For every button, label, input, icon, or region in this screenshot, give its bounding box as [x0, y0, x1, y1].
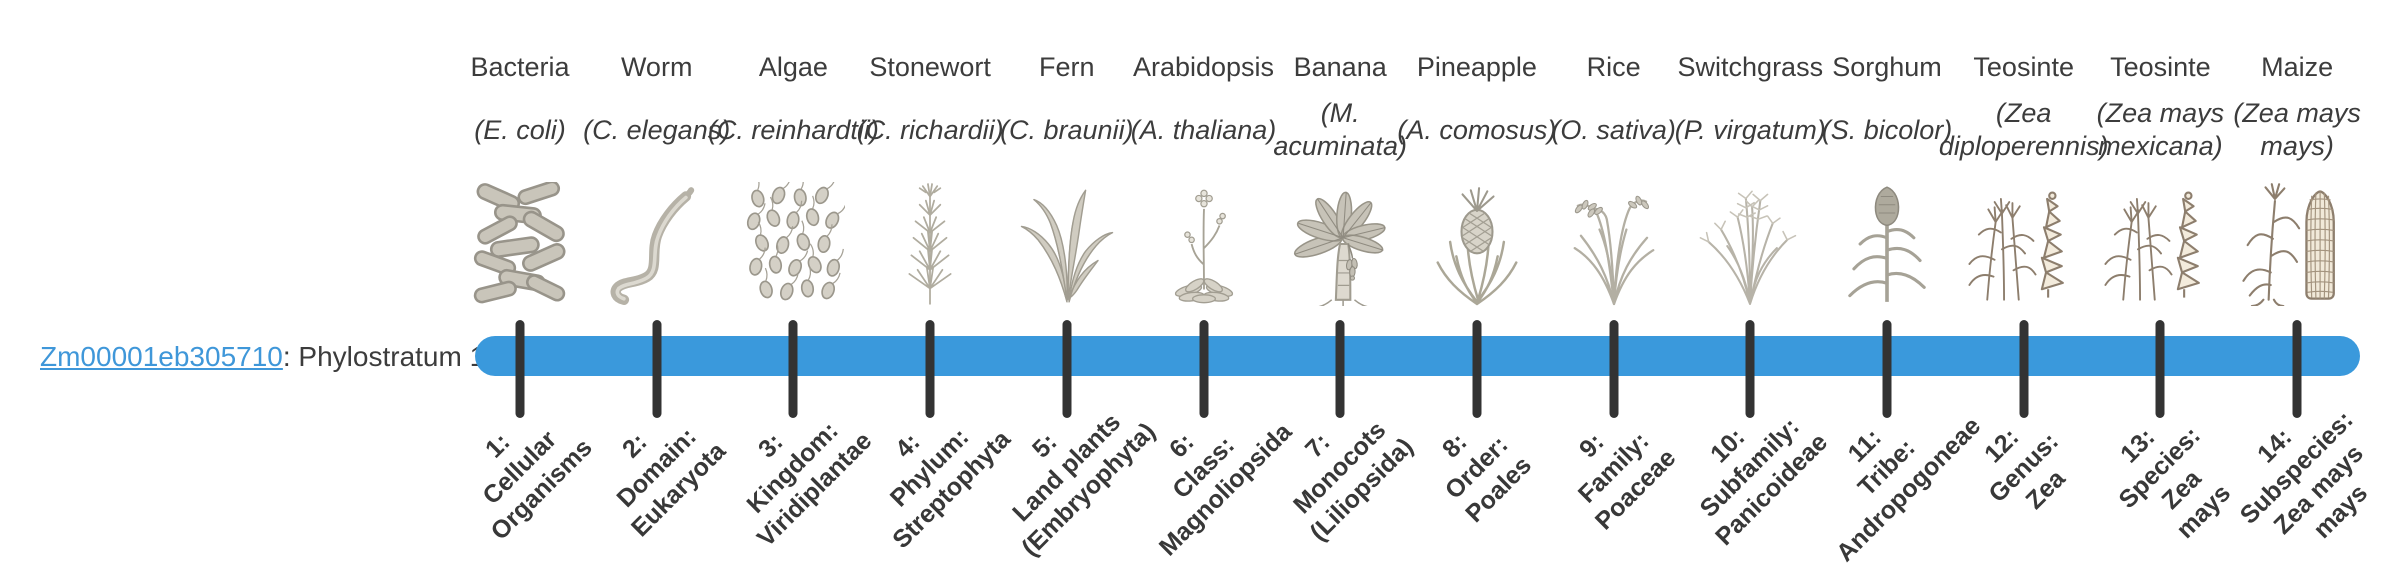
organism-species: (C. elegans)	[583, 114, 731, 145]
organism-name: Worm	[620, 52, 693, 82]
phylostratum-label-wrap-3: 3: Kingdom: Viridiplantae	[719, 417, 878, 553]
phylostratum-tick-9	[1609, 320, 1619, 418]
organism-name: Teosinte	[2110, 52, 2211, 82]
stonewort-icon	[908, 183, 952, 305]
teosinte-icon	[2104, 191, 2201, 301]
organism-name: Teosinte	[1973, 52, 2074, 82]
organism-name: Switchgrass	[1677, 52, 1824, 82]
arabidopsis-icon	[1174, 189, 1233, 304]
algae-icon	[745, 182, 846, 302]
organism-name: Arabidopsis	[1132, 52, 1275, 82]
arabidopsis-icon	[1138, 180, 1270, 306]
rice-icon	[1573, 195, 1654, 306]
organism-species: (E. coli)	[474, 114, 566, 145]
organism-species: (C. richardii)	[856, 114, 1004, 145]
switchgrass-icon	[1684, 180, 1816, 306]
worm-icon	[610, 187, 694, 305]
switchgrass-icon	[1699, 190, 1797, 305]
algae-icon	[727, 180, 859, 306]
banana-icon	[1274, 180, 1406, 306]
phylostratum-tick-12	[2019, 320, 2029, 418]
organism-species: (P. virgatum)	[1674, 114, 1826, 145]
organism-name: Banana	[1293, 52, 1387, 82]
organism-name: Sorghum	[1832, 52, 1942, 82]
phylostratum-tick-3	[788, 320, 798, 418]
phylostratum-tick-14	[2292, 320, 2302, 418]
phylostratum-label-9: 9: Family: Poaceae	[1572, 426, 1681, 536]
pineapple-icon	[1411, 180, 1543, 306]
phylostratum-label-wrap-1: 1: Cellular Organisms	[455, 422, 597, 545]
pineapple-icon	[1436, 187, 1518, 306]
organism-name: Rice	[1586, 52, 1641, 82]
phylostratum-label-wrap-6: 6: Class: Magnoliopsida	[1116, 418, 1297, 562]
organism-name: Stonewort	[869, 52, 991, 82]
phylostratum-label-7: 7: Monocots (Liliopsida)	[1288, 416, 1419, 547]
phylostratum-text: : Phylostratum 1	[282, 341, 486, 372]
teosinte-icon	[1968, 191, 2064, 301]
organism-species: (A. comosus)	[1397, 114, 1557, 145]
organism-species: (Zea mays mexicana)	[2096, 98, 2225, 161]
phylostratum-label-wrap-7: 7: Monocots (Liliopsida)	[1274, 416, 1419, 547]
fern-icon	[1020, 189, 1113, 303]
phylostratum-label-14: 14: Subspecies: Zea mays mays	[2234, 405, 2374, 544]
phylostratum-tick-7	[1335, 320, 1345, 418]
phylostratum-tick-8	[1472, 320, 1482, 418]
phylostratum-label-1: 1: Cellular Organisms	[477, 425, 598, 546]
phylostratum-tick-2	[652, 320, 662, 418]
gene-label: Zm00001eb305710: Phylostratum 1	[40, 340, 485, 374]
phylostratum-label-wrap-12: 12: Genus: Zea	[1979, 422, 2071, 515]
sorghum-icon	[1848, 186, 1926, 302]
teosinte-icon	[2094, 180, 2226, 306]
banana-icon	[1294, 191, 1386, 306]
organism-species: (M. acuminata)	[1273, 98, 1407, 161]
phylostratum-tick-13	[2155, 320, 2165, 418]
stonewort-icon	[864, 180, 996, 306]
organism-name: Bacteria	[470, 52, 570, 82]
organism-name: Algae	[758, 52, 828, 82]
organism-name: Pineapple	[1416, 52, 1537, 82]
maize-icon	[2242, 183, 2335, 306]
phylostratum-label-2: 2: Domain: Eukaryota	[611, 422, 731, 543]
organism-species: (C. reinhardtii)	[707, 114, 879, 145]
organism-species: (Zea mays mays)	[2233, 98, 2361, 161]
bacteria-icon	[454, 180, 586, 306]
organism-species: (C. braunii)	[1000, 114, 1134, 145]
phylostratum-tick-11	[1882, 320, 1892, 418]
maize-icon	[2231, 180, 2363, 306]
phylostratum-label-wrap-9: 9: Family: Poaceae	[1563, 422, 1681, 536]
organism-name: Fern	[1039, 52, 1095, 82]
rice-icon	[1548, 180, 1680, 306]
organism-species: (O. sativa)	[1551, 114, 1676, 145]
phylostratum-label-wrap-11: 11: Tribe: Andropogoneae	[1791, 412, 1986, 567]
organism-species: (Zea diploperennis)	[1938, 98, 2109, 161]
phylostratum-tick-10	[1745, 320, 1755, 418]
phylostratum-tick-5	[1062, 320, 1072, 418]
worm-icon	[591, 180, 723, 306]
organism-species: (A. thaliana)	[1130, 114, 1277, 145]
teosinte-icon	[1958, 180, 2090, 306]
phylostratum-label-wrap-13: 13: Species: Zea mays	[2114, 417, 2237, 544]
sorghum-icon	[1821, 180, 1953, 306]
phylostratum-bar	[475, 336, 2360, 376]
phylostratum-label-wrap-8: 8: Order: Poales	[1437, 422, 1537, 528]
phylostratum-label-8: 8: Order: Poales	[1436, 427, 1537, 528]
organism-name: Maize	[2261, 52, 2334, 82]
organism-species: (S. bicolor)	[1821, 114, 1953, 145]
fern-icon	[1001, 180, 1133, 306]
phylostratum-label-6: 6: Class: Magnoliopsida	[1153, 417, 1297, 562]
gene-link[interactable]: Zm00001eb305710	[40, 341, 283, 372]
phylostratum-tick-4	[925, 320, 935, 418]
phylostratum-tick-6	[1199, 320, 1208, 418]
phylostratum-label-wrap-14: 14: Subspecies: Zea mays mays	[2234, 406, 2381, 544]
phylostratum-label-wrap-2: 2: Domain: Eukaryota	[596, 422, 731, 542]
bacteria-icon	[473, 182, 566, 304]
phylostratum-tick-1	[515, 320, 525, 418]
